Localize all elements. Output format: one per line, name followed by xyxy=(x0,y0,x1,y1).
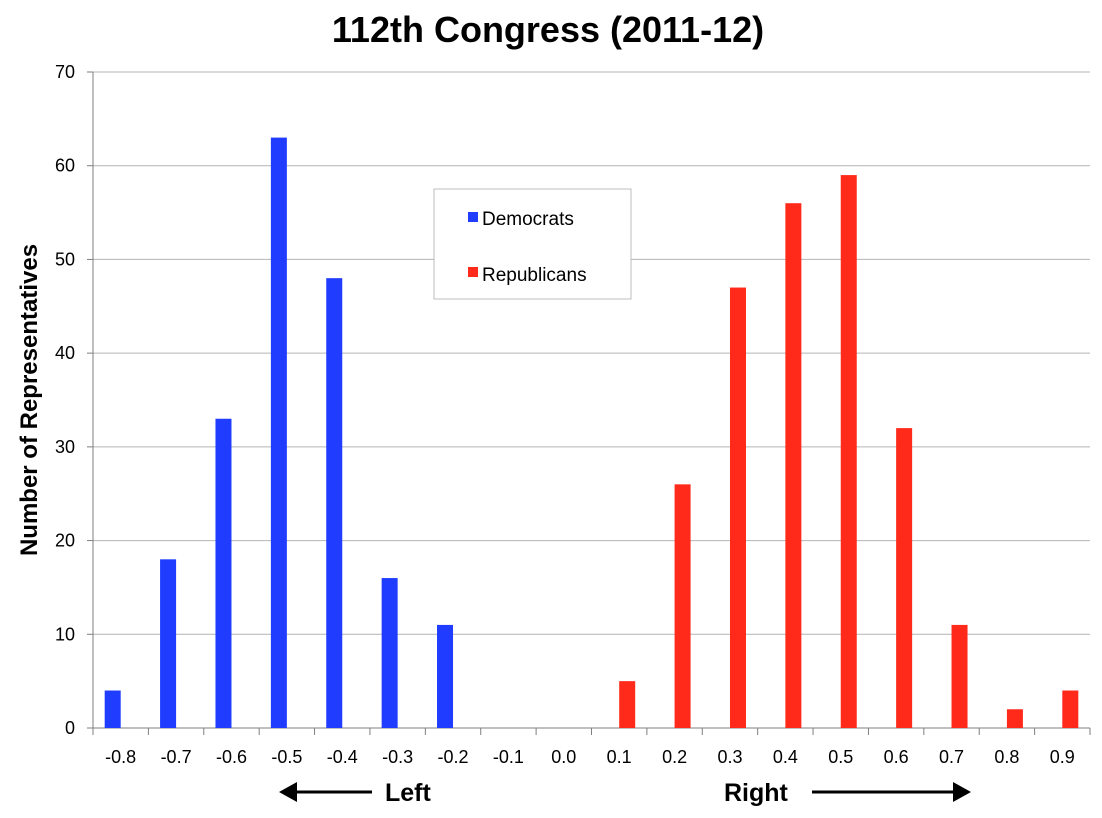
x-tick-label: 0.7 xyxy=(939,747,964,767)
y-tick-label: 50 xyxy=(55,249,75,269)
bar-democrats--0.2 xyxy=(437,624,454,728)
x-tick-label: 0.4 xyxy=(773,747,798,767)
bars xyxy=(104,137,1079,729)
y-tick-label: 40 xyxy=(55,343,75,363)
x-tick-label: 0.6 xyxy=(884,747,909,767)
y-tick-label: 0 xyxy=(65,718,75,738)
x-tick-label: -0.2 xyxy=(438,747,469,767)
x-axis-ticks: -0.8 -0.7 -0.6 -0.5 -0.4 -0.3 -0.2 -0.1 0.0 0.1 0.… xyxy=(92,728,1091,767)
bar-democrats--0.8 xyxy=(104,690,121,728)
x-tick-label: 0.8 xyxy=(994,747,1019,767)
x-tick-label: 0.1 xyxy=(607,747,632,767)
x-tick-label: 0.0 xyxy=(551,747,576,767)
bar-republicans-0.1 xyxy=(619,681,636,728)
y-tick-label: 70 xyxy=(55,62,75,82)
bar-democrats--0.3 xyxy=(381,578,398,728)
legend-label-democrats: Democrats xyxy=(482,209,574,230)
direction-left: Left xyxy=(279,779,432,807)
x-tick-label: -0.5 xyxy=(271,747,302,767)
bar-republicans-0.9 xyxy=(1062,690,1079,728)
right-label: Right xyxy=(724,779,789,807)
x-tick-label: -0.8 xyxy=(105,747,136,767)
legend-box xyxy=(433,188,632,300)
bar-republicans-0.7 xyxy=(951,624,968,728)
bar-democrats--0.5 xyxy=(270,137,287,729)
x-tick-label: -0.7 xyxy=(161,747,192,767)
x-tick-label: -0.6 xyxy=(216,747,247,767)
legend-label-republicans: Republicans xyxy=(482,265,587,286)
x-tick-label: -0.1 xyxy=(493,747,524,767)
direction-right: Right xyxy=(724,779,971,807)
y-tick-label: 60 xyxy=(55,156,75,176)
y-tick-label: 30 xyxy=(55,437,75,457)
bar-republicans-0.6 xyxy=(896,428,913,728)
bar-republicans-0.3 xyxy=(729,287,746,728)
x-tick-label: 0.9 xyxy=(1050,747,1075,767)
y-tick-label: 10 xyxy=(55,624,75,644)
legend: Democrats Republicans xyxy=(433,188,632,300)
bar-republicans-0.5 xyxy=(840,175,857,729)
x-tick-label: 0.2 xyxy=(662,747,687,767)
right-arrowhead-icon xyxy=(953,782,971,802)
bar-republicans-0.4 xyxy=(785,203,802,728)
chart-title: 112th Congress (2011-12) xyxy=(332,9,764,50)
legend-swatch-democrats xyxy=(468,212,478,222)
bar-democrats--0.4 xyxy=(326,278,343,728)
bar-democrats--0.6 xyxy=(215,418,232,728)
y-tick-label: 20 xyxy=(55,531,75,551)
bar-republicans-0.2 xyxy=(674,484,691,728)
bar-democrats--0.7 xyxy=(160,559,177,728)
x-tick-label: 0.5 xyxy=(828,747,853,767)
x-tick-label: -0.3 xyxy=(382,747,413,767)
x-tick-label: 0.3 xyxy=(717,747,742,767)
left-arrowhead-icon xyxy=(279,782,297,802)
bar-republicans-0.8 xyxy=(1006,709,1023,728)
gridlines xyxy=(87,71,1090,734)
left-label: Left xyxy=(385,779,432,807)
y-axis-label: Number of Representatives xyxy=(16,244,43,556)
x-tick-label: -0.4 xyxy=(327,747,358,767)
y-axis-ticks: 0 10 20 30 40 50 60 70 xyxy=(55,62,75,738)
legend-swatch-republicans xyxy=(468,267,478,277)
